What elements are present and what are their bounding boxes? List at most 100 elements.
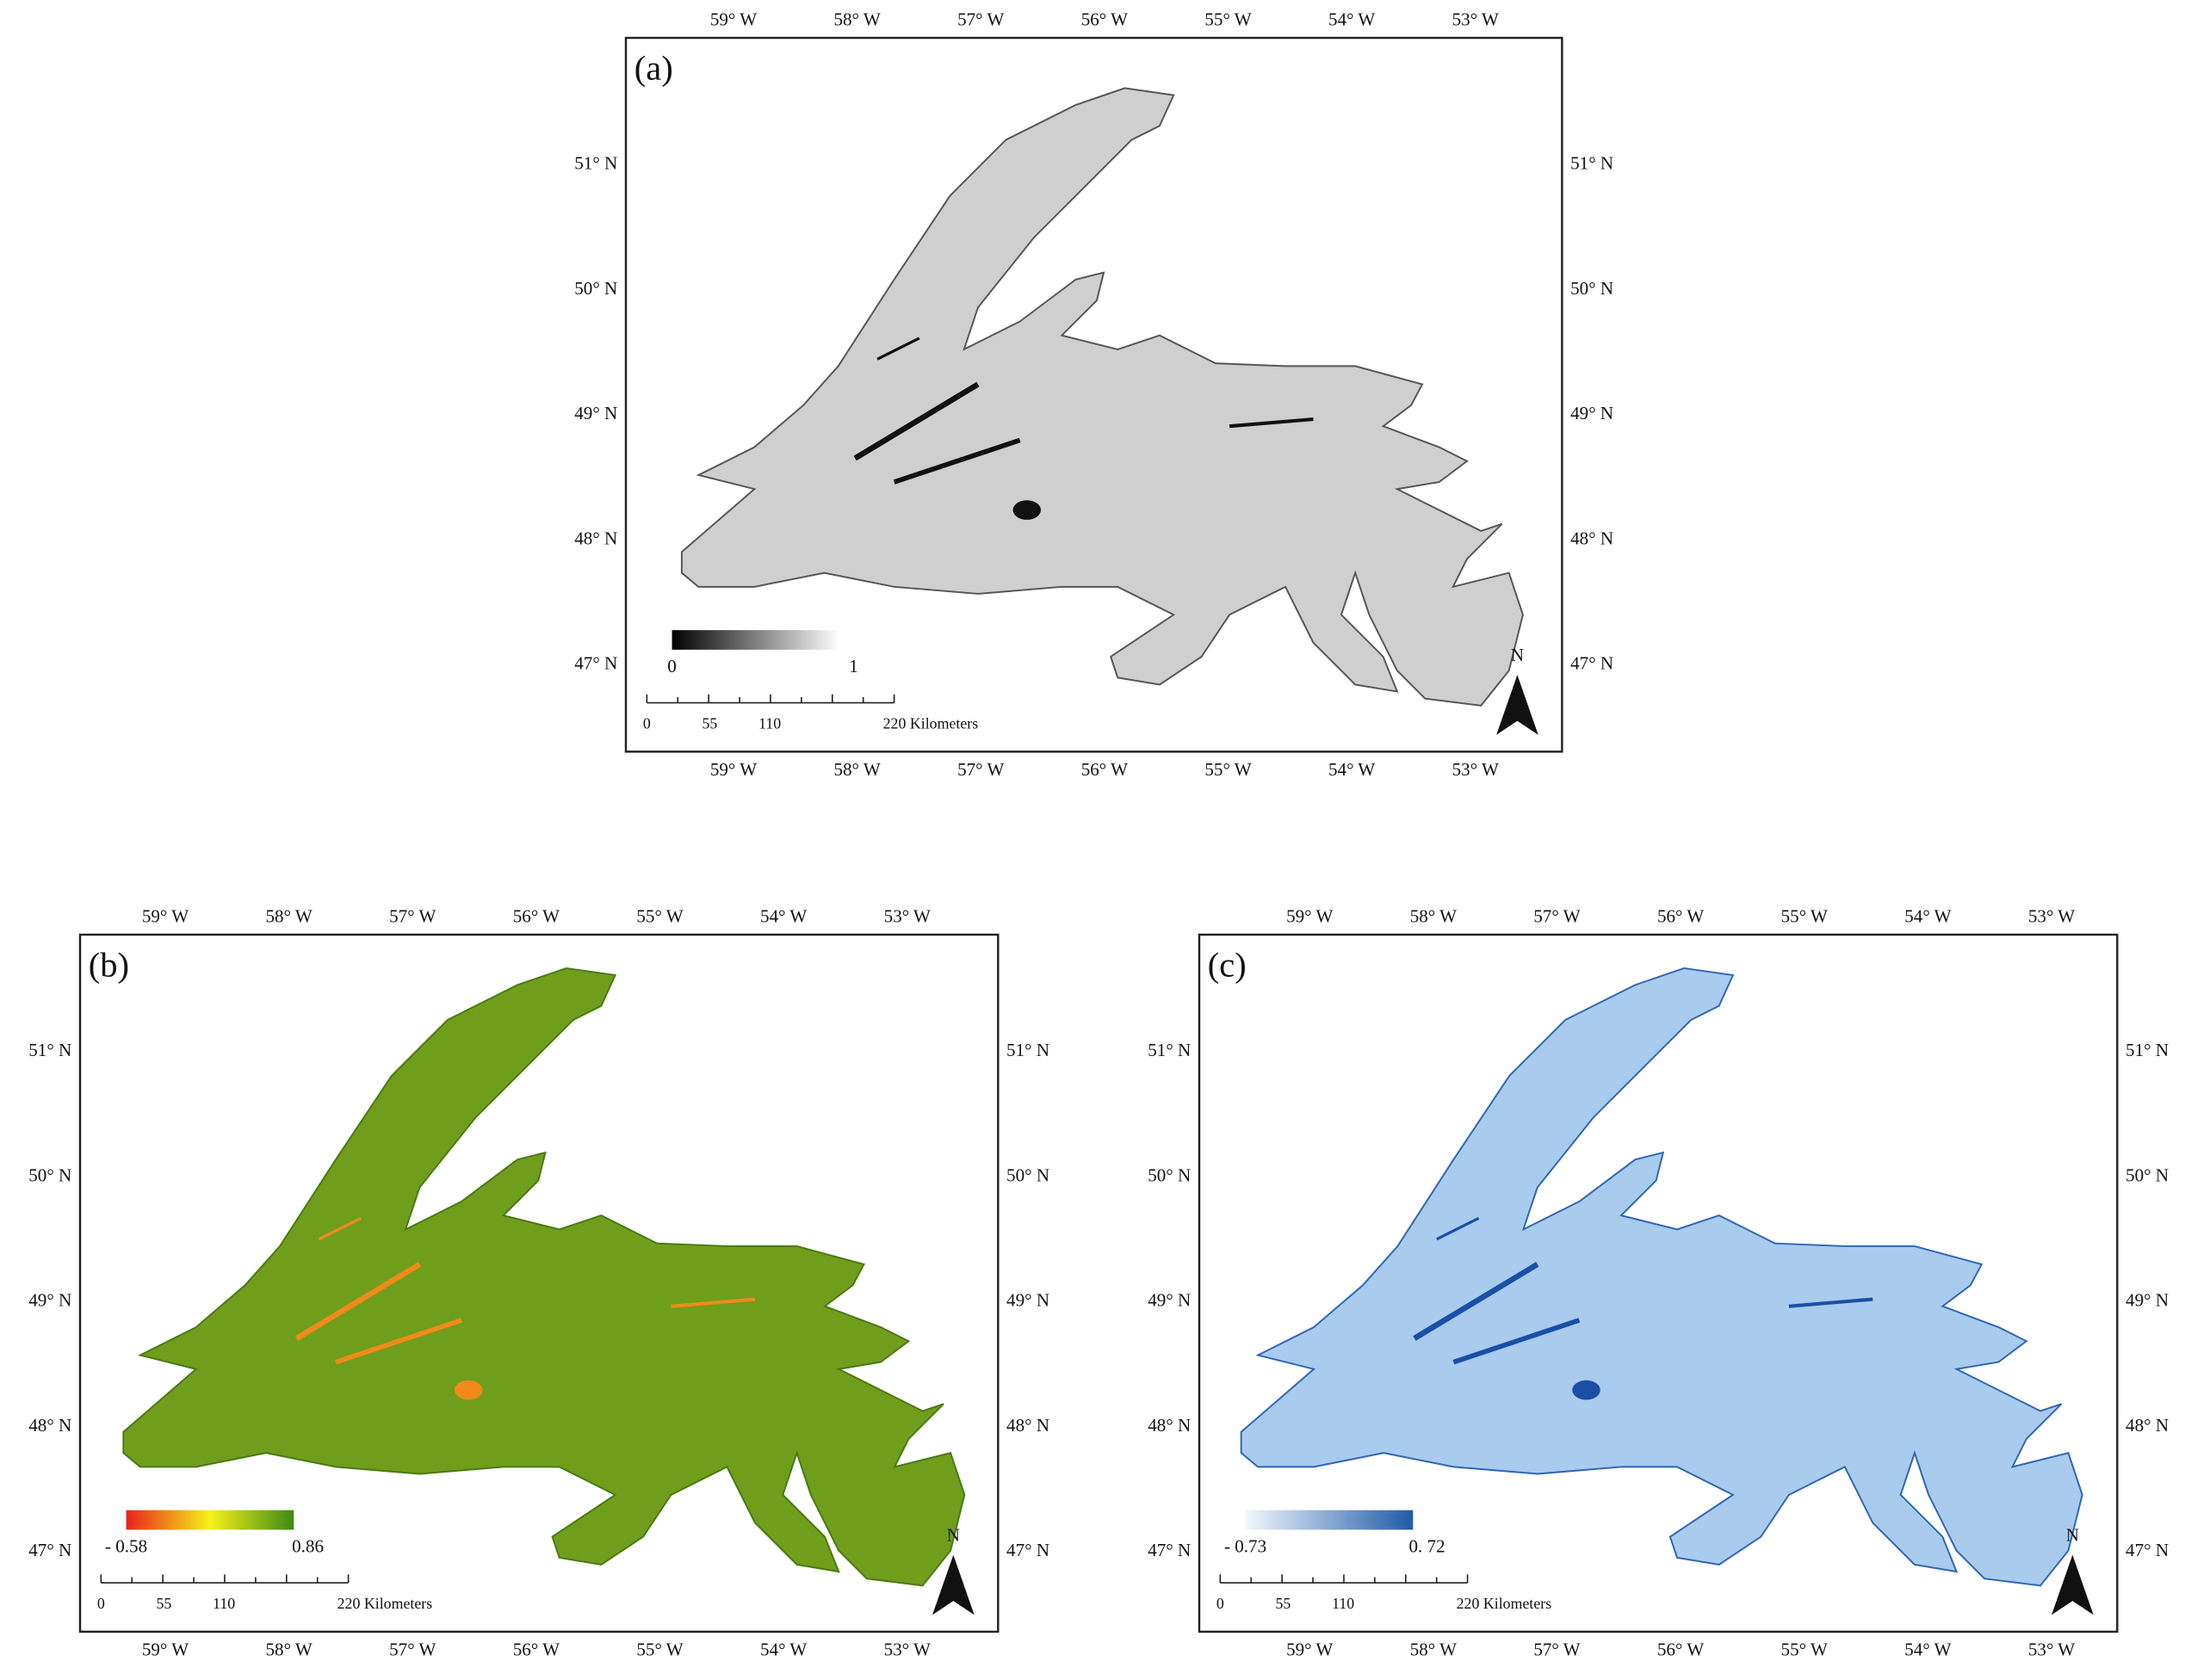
landmass [680,87,1524,707]
lat-label: 51° N [1570,153,1613,174]
scale-label: 55 [156,1595,171,1612]
panel-label: (a) [634,48,673,87]
lake [1413,1262,1539,1341]
lake [454,1380,483,1400]
scale-label: 0 [643,715,651,732]
lon-label: 55° W [636,1639,683,1659]
lake [893,437,1021,485]
lat-label: 48° N [1570,528,1613,548]
lon-label: 53° W [2028,1639,2075,1659]
lake [876,337,920,361]
lat-label: 51° N [574,153,617,174]
north-arrow [2052,1554,2094,1615]
lon-label: 53° W [884,905,931,926]
north-label: N [1511,645,1524,665]
lon-label: 57° W [389,1639,436,1659]
lon-label: 54° W [1904,905,1951,926]
lat-label: 50° N [1006,1164,1049,1185]
scale-label: 110 [758,715,781,732]
panel-label: (c) [1208,945,1247,984]
lon-label: 55° W [1204,759,1251,780]
legend-colorbar [126,1510,294,1530]
scale-label: 220 Kilometers [1457,1595,1552,1612]
lat-label: 51° N [28,1040,71,1060]
lat-label: 50° N [574,278,617,299]
lon-label: 58° W [1410,905,1457,926]
lat-label: 48° N [574,528,617,548]
lon-label: 54° W [760,1639,807,1659]
lon-label: 54° W [1904,1639,1951,1659]
lon-label: 53° W [1452,9,1499,29]
lon-label: 58° W [265,1639,312,1659]
lake [1436,1217,1480,1241]
scale-label: 220 Kilometers [883,715,979,732]
scale-label: 55 [1275,1595,1290,1612]
lake [671,1297,756,1308]
lat-label: 49° N [1006,1290,1049,1311]
lon-label: 54° W [760,905,807,926]
panel-label: (b) [89,945,129,984]
lon-label: 59° W [710,9,757,29]
lon-label: 56° W [1081,9,1128,29]
legend-colorbar [672,630,840,650]
lake [853,381,980,461]
scale-label: 110 [1332,1595,1354,1612]
lat-label: 50° N [2126,1164,2169,1185]
lat-label: 49° N [1148,1290,1191,1311]
lon-label: 56° W [1657,1639,1704,1659]
lat-label: 50° N [1148,1164,1191,1185]
legend-min: 0 [667,656,677,676]
lon-label: 55° W [1204,9,1251,29]
lat-label: 49° N [574,403,617,423]
legend-max: 0.86 [292,1535,324,1556]
lake [335,1318,462,1365]
lat-label: 50° N [1570,278,1613,299]
lon-label: 55° W [1781,1639,1828,1659]
lon-label: 54° W [1328,759,1375,780]
lon-label: 56° W [513,1639,560,1659]
lon-label: 59° W [142,1639,189,1659]
lake [1788,1297,1873,1308]
lat-label: 47° N [1570,653,1613,674]
lat-label: 47° N [28,1540,71,1560]
legend-max: 1 [849,656,858,676]
lon-label: 55° W [636,905,683,926]
lake [1229,417,1314,429]
lake [294,1262,422,1341]
lon-label: 57° W [957,759,1004,780]
lon-label: 58° W [833,9,880,29]
lake [318,1217,362,1241]
map-panel: (a) 59° W 59° W 58° W 58° W 57° W 57° W 56° W 56… [574,9,1613,780]
map-panel: (b) 59° W 59° W 58° W 58° W 57° W 57° W 56° W 56… [28,905,1049,1659]
lat-label: 47° N [1006,1540,1049,1560]
lon-label: 56° W [1657,905,1704,926]
lat-label: 47° N [574,653,617,674]
scale-label: 220 Kilometers [337,1595,433,1612]
lon-label: 57° W [1533,1639,1580,1659]
lat-label: 48° N [1148,1415,1191,1436]
landmass [1240,967,2083,1587]
lon-label: 57° W [1533,905,1580,926]
scale-label: 55 [702,715,717,732]
lon-label: 56° W [513,905,560,926]
lat-label: 48° N [1006,1415,1049,1436]
lon-label: 59° W [710,759,757,780]
lon-label: 57° W [389,905,436,926]
lat-label: 49° N [28,1290,71,1311]
lake [1572,1380,1600,1400]
lat-label: 51° N [1148,1040,1191,1060]
north-label: N [2066,1524,2079,1545]
lon-label: 59° W [142,905,189,926]
legend-colorbar [1245,1510,1414,1530]
lon-label: 53° W [1452,759,1499,780]
lon-label: 59° W [1286,905,1333,926]
lon-label: 56° W [1081,759,1128,780]
lon-label: 53° W [2028,905,2075,926]
north-label: N [947,1524,960,1545]
lat-label: 47° N [1148,1540,1191,1560]
lon-label: 58° W [265,905,312,926]
north-arrow [1496,675,1538,735]
lat-label: 49° N [2126,1290,2169,1311]
legend-min: - 0.58 [105,1535,147,1556]
